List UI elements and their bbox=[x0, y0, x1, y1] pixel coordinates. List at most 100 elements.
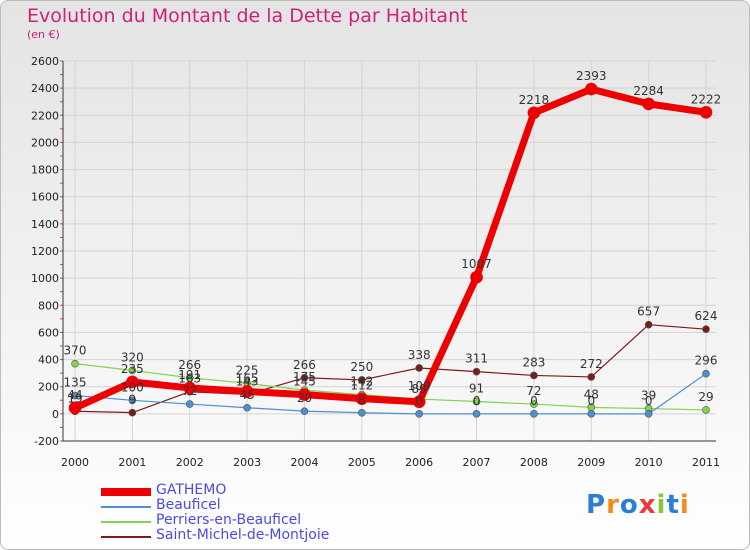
data-point bbox=[699, 106, 713, 119]
data-point bbox=[584, 82, 598, 96]
data-point bbox=[412, 395, 426, 409]
y-tick-label: 2200 bbox=[31, 109, 59, 122]
data-point bbox=[415, 364, 423, 372]
x-tick-label: 2001 bbox=[118, 456, 146, 469]
data-label: 145 bbox=[293, 375, 316, 389]
data-label: 0 bbox=[645, 394, 653, 408]
series-line-0 bbox=[73, 85, 707, 412]
data-label: 143 bbox=[236, 374, 259, 388]
data-label: 89 bbox=[412, 382, 427, 396]
logo-letter: P bbox=[586, 490, 607, 520]
data-point bbox=[358, 376, 366, 384]
x-tick-label: 2011 bbox=[692, 456, 720, 469]
proxiti-logo: Proxiti bbox=[586, 490, 690, 520]
data-label: 2222 bbox=[691, 92, 722, 106]
y-tick-label: 2000 bbox=[31, 136, 59, 149]
data-label: 225 bbox=[236, 363, 259, 377]
y-tick-label: 2400 bbox=[31, 82, 59, 95]
data-point bbox=[530, 400, 538, 408]
data-label: 235 bbox=[121, 362, 144, 376]
legend-swatch bbox=[101, 488, 151, 496]
data-point bbox=[530, 410, 538, 418]
data-label: 320 bbox=[121, 350, 144, 364]
data-label: 72 bbox=[526, 384, 541, 398]
x-tick-label: 2008 bbox=[520, 456, 548, 469]
data-label: 45 bbox=[239, 388, 254, 402]
y-tick-label: 2600 bbox=[31, 55, 59, 68]
data-point bbox=[470, 270, 483, 284]
data-point bbox=[358, 408, 366, 417]
data-point bbox=[527, 106, 541, 120]
data-label: 9 bbox=[129, 393, 137, 407]
y-tick-label: 1600 bbox=[31, 191, 59, 204]
data-label: 48 bbox=[584, 387, 599, 401]
data-label: 2393 bbox=[576, 69, 607, 83]
data-point bbox=[128, 408, 137, 417]
y-tick-label: 600 bbox=[38, 326, 59, 339]
logo-letter: i bbox=[679, 490, 690, 520]
y-tick-label: 200 bbox=[38, 381, 59, 394]
y-tick-label: 1200 bbox=[31, 245, 59, 258]
data-label: 1007 bbox=[461, 257, 492, 271]
data-label: 91 bbox=[469, 382, 484, 396]
data-point bbox=[587, 410, 596, 418]
data-point bbox=[644, 320, 653, 329]
data-point bbox=[644, 410, 653, 418]
logo-letter: x bbox=[638, 490, 657, 520]
data-point bbox=[415, 410, 423, 418]
x-tick-label: 2005 bbox=[348, 456, 376, 469]
data-label: 100 bbox=[121, 380, 144, 394]
data-point bbox=[183, 381, 197, 395]
y-tick-label: -200 bbox=[34, 435, 59, 448]
data-point bbox=[642, 97, 655, 111]
data-label: 250 bbox=[350, 360, 373, 374]
series-line-1 bbox=[74, 373, 707, 415]
x-tick-label: 2006 bbox=[405, 456, 433, 469]
data-point bbox=[530, 371, 538, 380]
x-tick-label: 2004 bbox=[290, 456, 318, 469]
data-label: 283 bbox=[522, 355, 545, 369]
data-point bbox=[472, 367, 481, 376]
data-label: 109 bbox=[408, 379, 431, 393]
data-label: 72 bbox=[182, 384, 197, 398]
data-label: 175 bbox=[293, 370, 316, 384]
logo-letter: o bbox=[619, 490, 639, 520]
y-tick-label: 1800 bbox=[31, 164, 59, 177]
data-label: 0 bbox=[415, 394, 423, 408]
y-tick-label: 1400 bbox=[31, 218, 59, 231]
data-label: 112 bbox=[350, 379, 373, 393]
y-tick-label: 1000 bbox=[31, 272, 59, 285]
legend-swatch bbox=[101, 506, 151, 508]
data-label: 266 bbox=[293, 358, 316, 372]
legend-label: Saint-Michel-de-Montjoie bbox=[156, 527, 330, 543]
data-label: 370 bbox=[64, 344, 87, 358]
data-point bbox=[587, 373, 596, 381]
data-label: 191 bbox=[178, 368, 201, 382]
data-point bbox=[243, 403, 251, 412]
x-tick-label: 2007 bbox=[463, 456, 491, 469]
data-point bbox=[128, 396, 137, 405]
logo-letter: i bbox=[656, 490, 667, 520]
data-label: 338 bbox=[408, 348, 431, 362]
legend-label: Beauficel bbox=[156, 497, 221, 513]
data-point bbox=[300, 407, 309, 415]
legend-label: GATHEMO bbox=[156, 482, 227, 498]
data-point bbox=[298, 388, 311, 401]
data-point bbox=[128, 366, 137, 375]
data-label: 39 bbox=[641, 389, 656, 403]
data-point bbox=[126, 375, 139, 389]
data-label: 20 bbox=[297, 391, 312, 405]
y-tick-label: 400 bbox=[38, 354, 59, 367]
x-tick-label: 2002 bbox=[176, 456, 204, 469]
data-point bbox=[300, 373, 309, 382]
data-label: 2218 bbox=[519, 93, 550, 107]
data-point bbox=[702, 406, 710, 414]
logo-letter: r bbox=[606, 490, 620, 520]
data-label: 0 bbox=[587, 394, 595, 408]
data-point bbox=[185, 373, 194, 382]
chart-subtitle: (en €) bbox=[27, 28, 60, 41]
legend-swatch bbox=[101, 536, 151, 538]
